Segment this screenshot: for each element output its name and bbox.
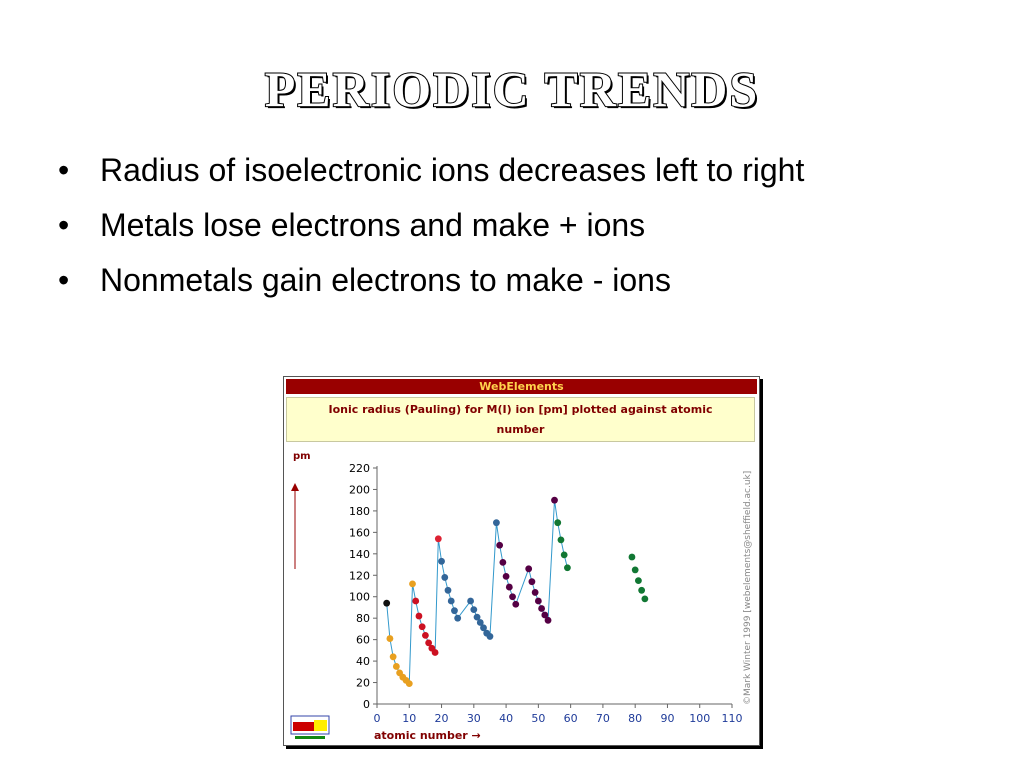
data-point: [431, 649, 439, 656]
data-point: [531, 589, 539, 596]
x-tick-label: 100: [689, 712, 710, 725]
data-point: [493, 519, 500, 527]
data-point: [635, 577, 642, 585]
data-point: [534, 597, 542, 605]
data-point: [641, 595, 649, 603]
data-point: [557, 536, 565, 544]
data-point: [541, 611, 549, 619]
x-tick-label: 30: [467, 712, 481, 725]
y-tick-label: 60: [356, 634, 370, 647]
data-point: [422, 631, 429, 639]
bullet-text: Radius of isoelectronic ions decreases l…: [100, 152, 805, 188]
data-point: [405, 680, 413, 688]
slide-title: Periodic Trends: [264, 60, 760, 118]
data-point: [412, 597, 420, 605]
logo-red-block: [293, 722, 314, 731]
bullet-text: Metals lose electrons and make + ions: [100, 207, 646, 243]
bullet-dot: •: [58, 152, 70, 188]
y-tick-label: 20: [356, 677, 370, 690]
x-tick-label: 110: [722, 712, 743, 725]
data-point: [438, 557, 445, 565]
data-point: [554, 519, 562, 527]
x-tick-label: 70: [596, 712, 610, 725]
data-point: [551, 496, 558, 504]
y-tick-label: 0: [363, 698, 370, 711]
x-tick-label: 80: [628, 712, 642, 725]
data-point: [631, 566, 639, 574]
data-point: [409, 580, 416, 588]
data-point: [499, 559, 507, 566]
y-tick-label: 100: [349, 591, 370, 604]
data-point: [544, 616, 552, 624]
data-point: [447, 597, 455, 605]
ionic-radius-chart: 0 20 40 60 80 100 120 140 160 180 200 220 0 10 20 30 40 5…: [290, 451, 753, 742]
data-point: [415, 612, 423, 620]
figure-header: WebElements: [286, 379, 757, 394]
x-tick-label: 40: [499, 712, 513, 725]
data-point: [470, 606, 478, 613]
y-unit-label: pm: [293, 451, 311, 462]
data-point: [505, 583, 513, 591]
bullet-dot: •: [58, 262, 70, 298]
data-point: [638, 586, 646, 594]
y-tick-label: 180: [349, 505, 370, 518]
series-line: [386, 500, 568, 685]
logo-yellow-block: [314, 720, 327, 731]
data-point: [509, 593, 516, 601]
logo-green-bar: [295, 736, 325, 739]
data-point: [473, 613, 481, 621]
data-point: [392, 663, 400, 670]
bullet-item: • Metals lose electrons and make + ions: [55, 205, 955, 245]
data-point: [454, 614, 462, 622]
data-point: [628, 553, 636, 561]
bullet-dot: •: [58, 207, 70, 243]
data-point: [502, 572, 510, 580]
data-point: [496, 541, 504, 549]
data-point: [512, 600, 520, 608]
data-point: [418, 623, 426, 631]
figure-caption: Ionic radius (Pauling) for M(I) ion [pm]…: [286, 397, 755, 442]
x-tick-label: 20: [435, 712, 449, 725]
data-point: [486, 633, 494, 640]
credit-text: ©Mark Winter 1999 [webelements@sheffield…: [743, 471, 753, 705]
data-point: [425, 639, 433, 647]
data-point: [467, 597, 474, 605]
y-tick-label: 120: [349, 569, 370, 582]
data-point: [383, 599, 391, 607]
data-point: [434, 535, 442, 543]
y-tick-label: 220: [349, 462, 370, 475]
bullet-text: Nonmetals gain electrons to make - ions: [100, 262, 671, 298]
data-point: [451, 607, 458, 615]
x-tick-label: 50: [531, 712, 545, 725]
data-point: [564, 564, 571, 572]
x-axis-label: atomic number →: [374, 729, 481, 742]
x-tick-label: 10: [402, 712, 416, 725]
x-tick-label: 0: [374, 712, 381, 725]
data-point: [525, 565, 533, 573]
data-point: [389, 653, 397, 661]
x-tick-label: 90: [660, 712, 674, 725]
data-point: [386, 635, 394, 642]
y-tick-label: 140: [349, 548, 370, 561]
y-tick-label: 200: [349, 483, 370, 496]
data-point: [480, 624, 487, 632]
data-point: [441, 574, 449, 581]
webelements-figure: WebElements Ionic radius (Pauling) for M…: [283, 376, 760, 746]
data-point: [444, 586, 452, 594]
y-arrow-head: [291, 483, 299, 491]
data-point: [476, 619, 484, 626]
bullet-item: • Nonmetals gain electrons to make - ions: [55, 260, 955, 300]
bullet-item: • Radius of isoelectronic ions decreases …: [55, 150, 955, 190]
bullet-list: • Radius of isoelectronic ions decreases …: [55, 150, 955, 315]
y-tick-label: 40: [356, 655, 370, 668]
data-point: [528, 578, 536, 586]
y-tick-label: 80: [356, 612, 370, 625]
data-point: [538, 605, 545, 612]
y-tick-label: 160: [349, 526, 370, 539]
x-tick-label: 60: [564, 712, 578, 725]
data-point: [560, 551, 568, 559]
